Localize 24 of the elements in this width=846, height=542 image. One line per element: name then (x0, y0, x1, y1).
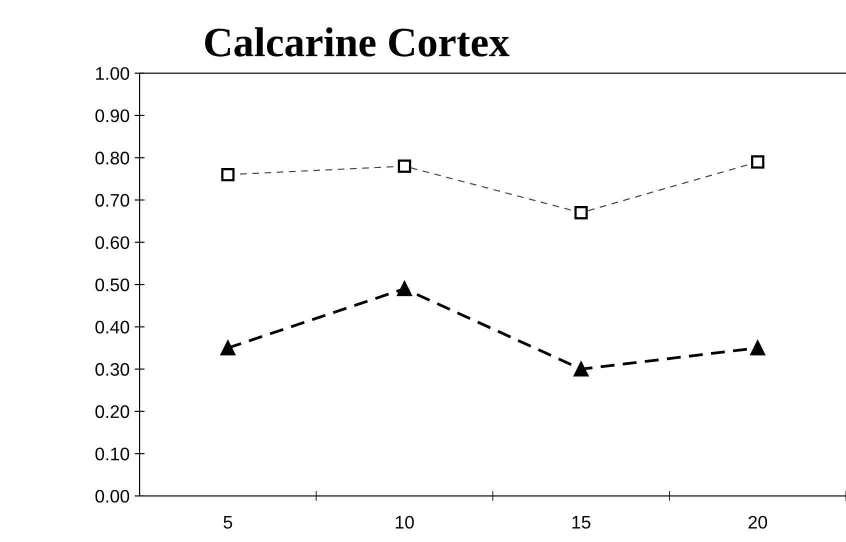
point (398, 160, 412, 173)
y-tick-label: 0.10 (95, 448, 130, 460)
y-tick-label: 0.30 (95, 363, 130, 376)
chart-title: Calcarine Cortex (205, 27, 510, 57)
point (221, 168, 235, 182)
y-tick-label: 0.60 (95, 236, 130, 249)
point (397, 281, 412, 296)
y-tick-label: 1.00 (96, 67, 130, 80)
point (750, 340, 766, 356)
point (574, 206, 588, 220)
x-tick-label: 10 (396, 516, 414, 529)
x-tick-label: 15 (572, 516, 590, 529)
y-tick-label: 0.20 (95, 405, 130, 418)
y-tick-label: 0.50 (95, 278, 130, 292)
y-tick-label: 0.00 (95, 490, 130, 503)
y-tick-label: 0.70 (95, 194, 130, 207)
point (220, 340, 236, 356)
y-tick-label: 0.80 (95, 152, 130, 164)
y-tick-label: 0.90 (95, 109, 130, 122)
x-tick-label: 5 (224, 516, 232, 529)
point (574, 362, 588, 376)
x-tick-label: 20 (748, 516, 768, 529)
point (751, 155, 764, 169)
y-tick-label: 0.40 (95, 320, 130, 334)
